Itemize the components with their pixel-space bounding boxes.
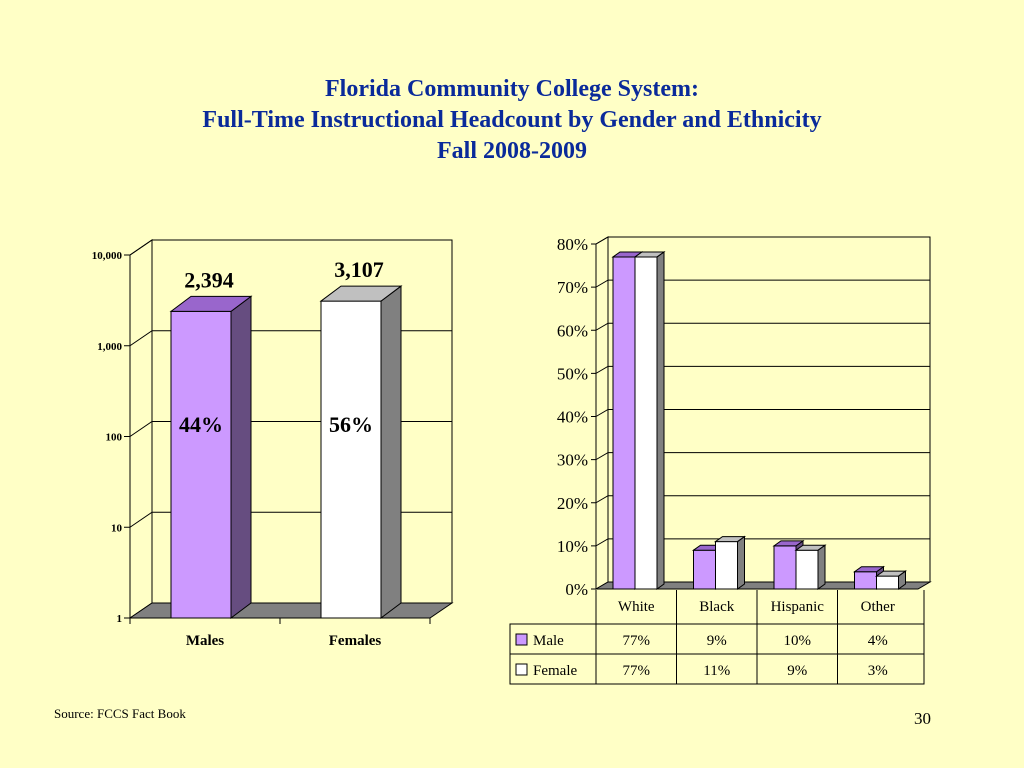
bar-top: [713, 536, 747, 543]
bar-side: [817, 544, 826, 590]
y-tick-label: 60%: [557, 321, 588, 340]
legend-label: Male: [533, 633, 564, 649]
bar-top-females: [319, 285, 403, 302]
legend-swatch-female: [515, 663, 528, 676]
y-tick-label: 1,000: [97, 341, 122, 353]
y-tick-label: 0%: [565, 580, 588, 599]
x-category-label: Black: [699, 599, 734, 615]
legend-swatch-male: [515, 633, 528, 646]
title-line-3: Fall 2008-2009: [437, 138, 587, 164]
table-cell: 4%: [868, 633, 888, 649]
gridline: [595, 236, 930, 245]
title-line-2: Full-Time Instructional Headcount by Gen…: [202, 107, 822, 133]
bar-top: [874, 570, 908, 577]
y-tick-label: 100: [106, 432, 123, 444]
y-tick-label: 70%: [557, 278, 588, 297]
y-tick-label: 80%: [557, 235, 588, 254]
bar-female-hispanic: [795, 549, 819, 590]
x-category-label: Males: [186, 633, 224, 649]
bar-females: [320, 300, 382, 619]
page-number: 30: [914, 709, 931, 728]
y-tick-label: 50%: [557, 364, 588, 383]
percent-label: 56%: [329, 412, 373, 437]
gridline: [595, 495, 930, 504]
table-cell: 77%: [623, 633, 651, 649]
percent-label: 44%: [179, 412, 223, 437]
table-cell: 9%: [787, 663, 807, 679]
gridline: [595, 365, 930, 374]
y-tick-label: 10,000: [92, 250, 123, 262]
gridline: [595, 452, 930, 461]
value-label: 2,394: [184, 267, 234, 292]
table-cell: 3%: [868, 663, 888, 679]
bar-top: [852, 566, 886, 573]
gridline: [129, 239, 452, 256]
table-cell: 77%: [623, 663, 651, 679]
gridline: [595, 279, 930, 288]
x-category-label: Females: [329, 633, 382, 649]
bar-top: [772, 540, 805, 547]
bar-male-black: [693, 549, 716, 590]
bar-male-white: [612, 256, 636, 590]
page-title: Florida Community College System: Full-T…: [0, 74, 1024, 167]
bar-top: [794, 544, 827, 551]
y-tick-label: 10%: [557, 537, 588, 556]
y-tick-label: 10: [111, 522, 123, 534]
bar-side: [656, 250, 665, 590]
legend-label: Female: [533, 663, 577, 679]
x-category-label: White: [618, 599, 655, 615]
y-tick-label: 20%: [557, 494, 588, 513]
bar-female-white: [634, 256, 658, 590]
gridline: [595, 538, 930, 547]
gridline: [595, 409, 930, 417]
y-tick-label: 30%: [557, 451, 588, 470]
gridline: [595, 322, 930, 331]
x-category-label: Other: [861, 599, 895, 615]
y-tick-label: 40%: [557, 408, 588, 427]
table-cell: 9%: [707, 633, 727, 649]
bar-males: [170, 310, 232, 619]
bar-side: [737, 535, 745, 590]
title-line-1: Florida Community College System:: [325, 76, 699, 102]
bar-top: [633, 251, 666, 258]
bar-female-black: [715, 541, 738, 590]
bar-male-other: [854, 571, 877, 590]
value-label: 3,107: [334, 257, 384, 282]
x-category-label: Hispanic: [771, 599, 825, 615]
bar-top-males: [169, 295, 253, 312]
y-tick-label: 1: [117, 613, 123, 625]
table-cell: 10%: [784, 633, 812, 649]
source-note: Source: FCCS Fact Book: [54, 706, 186, 721]
table-cell: 11%: [703, 663, 730, 679]
bar-female-other: [876, 575, 899, 590]
bar-male-hispanic: [773, 545, 797, 590]
